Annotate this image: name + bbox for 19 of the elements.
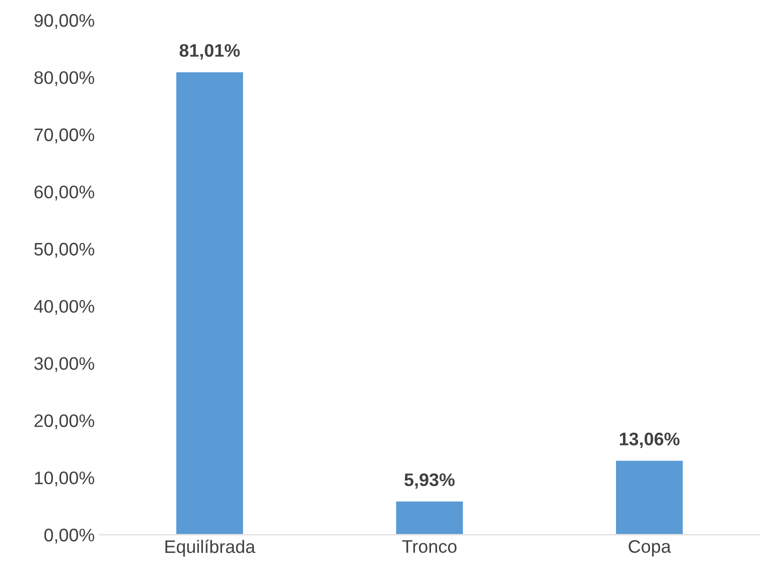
y-tick-label: 10,00%: [34, 472, 94, 486]
data-label: 5,93%: [404, 473, 455, 489]
x-tick-label: Tronco: [402, 540, 457, 553]
y-tick-label: 50,00%: [34, 242, 94, 258]
y-tick-label: 90,00%: [34, 14, 94, 29]
y-tick-label: 0,00%: [44, 528, 94, 544]
data-label: 81,01%: [180, 44, 240, 60]
y-tick-label: 30,00%: [34, 357, 94, 372]
bar: [174, 70, 244, 535]
x-tick-label: Equilíbrada: [165, 540, 256, 557]
bar: [614, 459, 684, 535]
y-tick-label: 20,00%: [34, 414, 94, 430]
y-tick-label: 70,00%: [34, 128, 94, 144]
y-tick-label: 40,00%: [34, 300, 94, 315]
x-tick-label: Copa: [628, 540, 671, 556]
y-tick-label: 80,00%: [34, 71, 94, 86]
data-label: 13,06%: [620, 432, 680, 448]
bar: [394, 500, 464, 535]
y-tick-label: 60,00%: [34, 186, 94, 201]
